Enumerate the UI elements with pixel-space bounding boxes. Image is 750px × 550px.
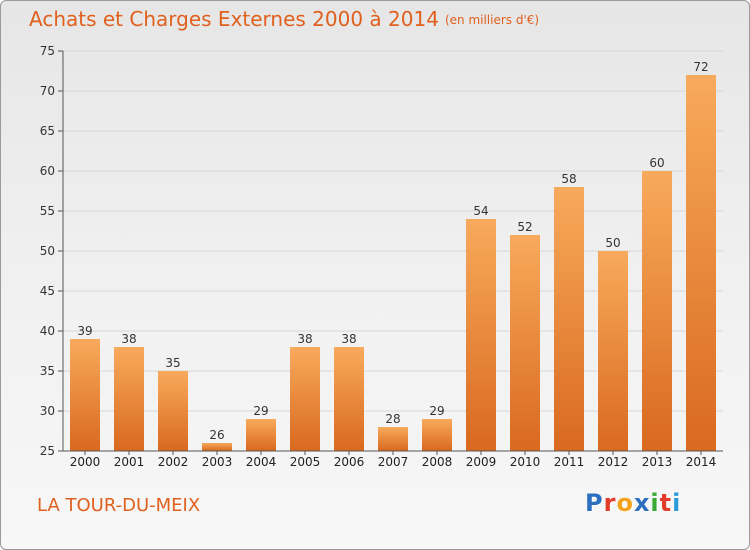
logo-letter: i [650, 489, 660, 517]
logo-letter: t [659, 489, 673, 517]
bar-2008 [422, 419, 452, 451]
y-tick-label-25: 25 [40, 444, 55, 458]
logo-letter: i [672, 489, 682, 517]
data-label-2000: 39 [77, 324, 92, 338]
proxiti-logo: Proxiti [585, 489, 681, 517]
data-label-2005: 38 [297, 332, 312, 346]
data-label-2002: 35 [165, 356, 180, 370]
data-label-2010: 52 [517, 220, 532, 234]
x-tick-label-2011: 2011 [554, 455, 585, 469]
bar-2010 [510, 235, 540, 451]
labels: 25 30 35 40 45 50 55 60 65 70 75 2000 39 2001 38 2002 35… [40, 44, 717, 469]
data-label-2003: 26 [209, 428, 224, 442]
bar-2002 [158, 371, 188, 451]
y-tick-label-40: 40 [40, 324, 55, 338]
x-tick-label-2014: 2014 [686, 455, 717, 469]
data-label-2014: 72 [693, 60, 708, 74]
x-tick-label-2013: 2013 [642, 455, 673, 469]
x-tick-label-2007: 2007 [378, 455, 409, 469]
bars [70, 75, 716, 451]
x-tick-label-2003: 2003 [202, 455, 233, 469]
bar-2007 [378, 427, 408, 451]
chart-unit: (en milliers d'€) [444, 13, 540, 27]
x-tick-label-2012: 2012 [598, 455, 629, 469]
location-name: LA TOUR-DU-MEIX [37, 495, 201, 516]
bar-2005 [290, 347, 320, 451]
data-label-2012: 50 [605, 236, 620, 250]
data-label-2009: 54 [473, 204, 488, 218]
y-tick-label-35: 35 [40, 364, 55, 378]
logo-letter: x [633, 489, 651, 517]
x-tick-label-2000: 2000 [70, 455, 101, 469]
x-tick-label-2006: 2006 [334, 455, 365, 469]
bar-2003 [202, 443, 232, 451]
x-tick-label-2004: 2004 [246, 455, 277, 469]
logo-letter: P [585, 489, 604, 517]
data-label-2008: 29 [429, 404, 444, 418]
y-tick-label-55: 55 [40, 204, 55, 218]
bar-2012 [598, 251, 628, 451]
y-tick-label-45: 45 [40, 284, 55, 298]
y-tick-label-75: 75 [40, 44, 55, 58]
bar-2013 [642, 171, 672, 451]
logo-letter: r [603, 489, 617, 517]
x-tick-label-2005: 2005 [290, 455, 321, 469]
bar-2006 [334, 347, 364, 451]
data-label-2007: 28 [385, 412, 400, 426]
data-label-2011: 58 [561, 172, 576, 186]
data-label-2006: 38 [341, 332, 356, 346]
data-label-2013: 60 [649, 156, 664, 170]
bar-2009 [466, 219, 496, 451]
logo-letter: o [616, 489, 634, 517]
bar-2001 [114, 347, 144, 451]
chart-title-text: Achats et Charges Externes 2000 à 2014 [29, 7, 439, 31]
chart-title: Achats et Charges Externes 2000 à 2014 (e… [29, 7, 539, 31]
x-tick-label-2009: 2009 [466, 455, 497, 469]
y-tick-label-30: 30 [40, 404, 55, 418]
x-tick-label-2008: 2008 [422, 455, 453, 469]
y-tick-label-70: 70 [40, 84, 55, 98]
x-tick-label-2001: 2001 [114, 455, 145, 469]
y-tick-label-50: 50 [40, 244, 55, 258]
data-label-2004: 29 [253, 404, 268, 418]
y-tick-label-65: 65 [40, 124, 55, 138]
y-tick-label-60: 60 [40, 164, 55, 178]
x-tick-label-2010: 2010 [510, 455, 541, 469]
x-tick-label-2002: 2002 [158, 455, 189, 469]
bar-2000 [70, 339, 100, 451]
bar-2014 [686, 75, 716, 451]
axes [58, 50, 723, 455]
bar-2011 [554, 187, 584, 451]
bar-2004 [246, 419, 276, 451]
data-label-2001: 38 [121, 332, 136, 346]
